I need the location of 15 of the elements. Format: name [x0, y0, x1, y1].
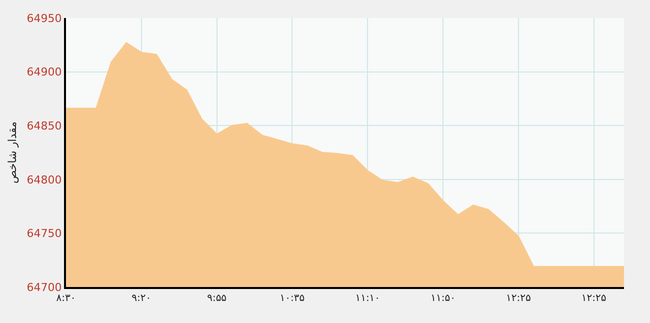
x-tick-label: ۱۰:۳۵: [280, 293, 305, 304]
y-tick-label: 64800: [26, 173, 62, 186]
x-tick-label: ۱۱:۱۰: [355, 293, 380, 304]
y-tick-label: 64850: [26, 119, 62, 132]
y-axis-title: مقدار شاخص: [6, 121, 19, 184]
x-tick-label: ۱۲:۲۵: [581, 293, 606, 304]
y-tick-label: 64900: [26, 66, 62, 79]
x-tick-label: ۸:۳۰: [56, 293, 76, 304]
x-tick-label: ۱۱:۵۰: [430, 293, 456, 304]
y-tick-label: 64750: [26, 227, 62, 240]
y-tick-label: 64950: [26, 12, 62, 25]
x-tick-label: ۹:۲۰: [132, 293, 152, 304]
y-tick-label: 64700: [26, 280, 62, 294]
x-tick-label: ۹:۵۵: [207, 293, 227, 304]
x-tick-label: ۱۲:۲۵: [506, 293, 531, 304]
